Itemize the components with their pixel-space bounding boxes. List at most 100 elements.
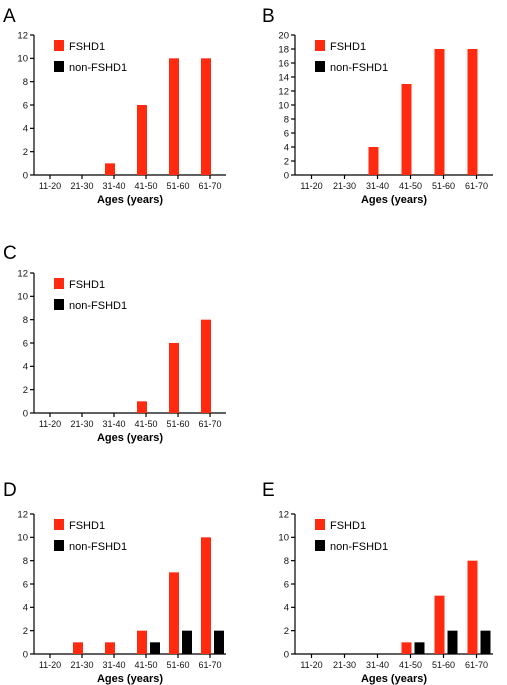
bar-non-fshd1-61-70 bbox=[214, 630, 224, 654]
y-tick-label: 6 bbox=[23, 338, 28, 349]
x-tick-label: 51-60 bbox=[166, 660, 189, 670]
bar-non-fshd1-41-50 bbox=[150, 642, 160, 654]
y-tick-label: 12 bbox=[17, 30, 28, 41]
x-tick-label: 51-60 bbox=[166, 419, 189, 429]
legend-label-fshd1: FSHD1 bbox=[69, 41, 105, 53]
y-tick-label: 0 bbox=[284, 649, 289, 660]
bar-non-fshd1-41-50 bbox=[414, 642, 425, 654]
chart-panel-b: B 0 2 4 6 8 10 12 14 16 18 20 11-20 21-30 31-40 41-50 51… bbox=[262, 6, 493, 206]
y-tick-label: 8 bbox=[23, 77, 28, 88]
y-tick-label: 10 bbox=[278, 533, 289, 544]
x-tick-label: 41-50 bbox=[134, 419, 157, 429]
x-tick-label: 51-60 bbox=[432, 660, 455, 670]
bar-fshd1-41-50 bbox=[137, 630, 147, 654]
bar-fshd1-51-60 bbox=[434, 595, 445, 654]
x-tick-label: 61-70 bbox=[198, 181, 221, 191]
bar-fshd1-51-60 bbox=[169, 343, 179, 413]
x-tick-label: 31-40 bbox=[366, 181, 389, 191]
legend-label-non-fshd1: non-FSHD1 bbox=[69, 300, 127, 312]
x-tick-label: 11-20 bbox=[300, 660, 322, 670]
y-tick-label: 0 bbox=[23, 408, 28, 419]
legend-label-non-fshd1: non-FSHD1 bbox=[330, 541, 388, 553]
bar-fshd1-51-60 bbox=[169, 572, 179, 654]
legend-swatch-non-fshd1 bbox=[54, 61, 64, 72]
legend-label-non-fshd1: non-FSHD1 bbox=[330, 62, 388, 74]
y-tick-label: 16 bbox=[278, 58, 289, 69]
y-tick-label: 12 bbox=[17, 268, 28, 279]
chart-panel-c: C 0 2 4 6 8 10 12 11-20 21-30 31-40 41-50 51-60 61-70… bbox=[3, 243, 226, 444]
y-tick-label: 0 bbox=[284, 170, 289, 181]
bar-fshd1-21-30 bbox=[73, 642, 83, 654]
x-tick-label: 11-20 bbox=[300, 181, 322, 191]
y-tick-label: 4 bbox=[23, 603, 28, 614]
legend-label-fshd1: FSHD1 bbox=[330, 520, 366, 532]
bar-fshd1-61-70 bbox=[467, 560, 478, 654]
y-tick-label: 6 bbox=[23, 100, 28, 111]
y-tick-label: 2 bbox=[23, 147, 28, 158]
x-tick-label: 51-60 bbox=[432, 181, 455, 191]
y-tick-label: 6 bbox=[284, 579, 289, 590]
x-tick-label: 31-40 bbox=[102, 419, 125, 429]
panel-letter: C bbox=[3, 243, 17, 264]
bar-fshd1-51-60 bbox=[169, 58, 179, 176]
legend-label-non-fshd1: non-FSHD1 bbox=[69, 62, 127, 74]
x-tick-label: 21-30 bbox=[70, 660, 93, 670]
x-tick-label: 41-50 bbox=[399, 660, 422, 670]
x-tick-label: 61-70 bbox=[198, 660, 221, 670]
x-tick-label: 21-30 bbox=[333, 660, 356, 670]
y-tick-label: 2 bbox=[23, 385, 28, 396]
y-tick-label: 10 bbox=[17, 533, 28, 544]
y-tick-label: 6 bbox=[284, 128, 289, 139]
x-tick-label: 61-70 bbox=[198, 419, 221, 429]
x-axis-title: Ages (years) bbox=[361, 673, 427, 685]
legend-swatch-fshd1 bbox=[54, 40, 64, 51]
y-tick-label: 12 bbox=[278, 86, 289, 97]
y-tick-label: 4 bbox=[284, 603, 289, 614]
x-tick-label: 31-40 bbox=[102, 181, 125, 191]
y-tick-label: 4 bbox=[284, 142, 289, 153]
x-tick-label: 41-50 bbox=[134, 181, 157, 191]
bar-fshd1-31-40 bbox=[105, 163, 115, 175]
y-tick-label: 18 bbox=[278, 44, 289, 55]
panel-letter: D bbox=[3, 480, 17, 501]
panel-letter: B bbox=[262, 6, 275, 27]
y-tick-label: 8 bbox=[23, 315, 28, 326]
legend-swatch-fshd1 bbox=[315, 519, 325, 530]
legend-label-fshd1: FSHD1 bbox=[69, 520, 105, 532]
bar-fshd1-61-70 bbox=[467, 49, 478, 175]
y-tick-label: 6 bbox=[23, 579, 28, 590]
x-tick-label: 41-50 bbox=[399, 181, 422, 191]
legend-label-fshd1: FSHD1 bbox=[330, 41, 366, 53]
x-tick-label: 21-30 bbox=[70, 181, 93, 191]
chart-panel-a: A 0 2 4 6 8 10 12 11-20 21-30 31-40 41-50 51-60 61-70… bbox=[3, 6, 226, 206]
y-tick-label: 4 bbox=[23, 362, 28, 373]
legend-swatch-non-fshd1 bbox=[54, 299, 64, 310]
x-axis-title: Ages (years) bbox=[361, 194, 427, 206]
y-tick-label: 2 bbox=[284, 626, 289, 637]
legend-swatch-non-fshd1 bbox=[315, 540, 325, 551]
x-tick-label: 61-70 bbox=[465, 660, 488, 670]
legend-swatch-fshd1 bbox=[315, 40, 325, 51]
bar-fshd1-61-70 bbox=[201, 537, 211, 654]
bar-non-fshd1-61-70 bbox=[480, 630, 491, 654]
x-tick-label: 11-20 bbox=[39, 660, 61, 670]
y-tick-label: 0 bbox=[23, 649, 28, 660]
x-tick-label: 21-30 bbox=[333, 181, 356, 191]
x-tick-label: 31-40 bbox=[366, 660, 389, 670]
panel-letter: A bbox=[3, 6, 16, 27]
x-tick-label: 41-50 bbox=[134, 660, 157, 670]
y-tick-label: 10 bbox=[17, 54, 28, 65]
legend-label-fshd1: FSHD1 bbox=[69, 279, 105, 291]
y-tick-label: 10 bbox=[278, 100, 289, 111]
chart-panel-e: E 0 2 4 6 8 10 12 11-20 21-30 31-40 41-50 51-60 61-70… bbox=[262, 480, 493, 685]
y-tick-label: 12 bbox=[17, 509, 28, 520]
y-tick-label: 8 bbox=[23, 556, 28, 567]
bar-fshd1-61-70 bbox=[201, 319, 211, 413]
y-tick-label: 14 bbox=[278, 72, 289, 83]
bar-fshd1-41-50 bbox=[137, 401, 147, 413]
bar-fshd1-31-40 bbox=[368, 147, 379, 175]
x-tick-label: 11-20 bbox=[39, 419, 61, 429]
y-tick-label: 0 bbox=[23, 170, 28, 181]
x-axis-title: Ages (years) bbox=[97, 673, 163, 685]
x-tick-label: 51-60 bbox=[166, 181, 189, 191]
